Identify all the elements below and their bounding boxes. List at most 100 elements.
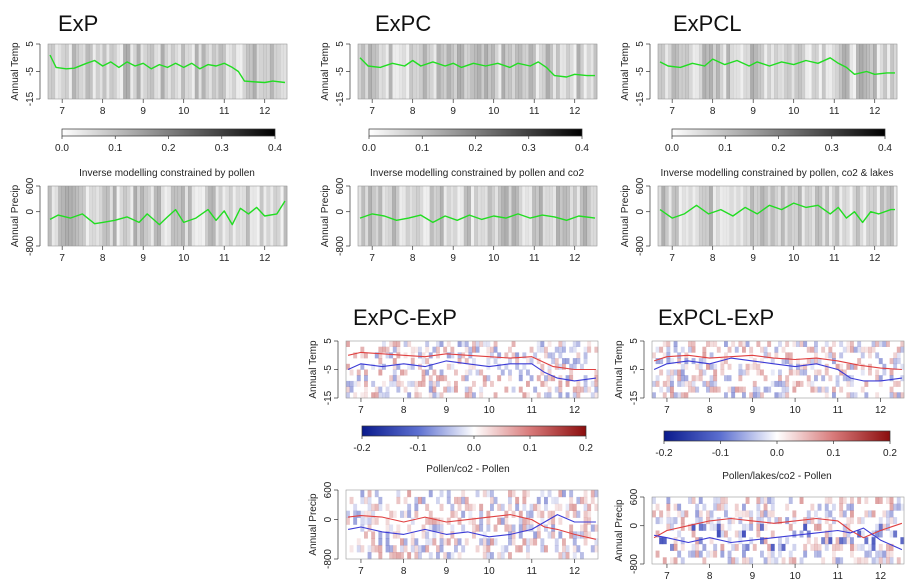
heatmap-cell: [778, 369, 782, 376]
heatmap-cell: [785, 386, 790, 393]
heatmap-cell: [796, 380, 800, 387]
heatmap-cell: [818, 44, 823, 99]
heatmap-cell: [446, 341, 451, 347]
heatmap-cell: [893, 503, 898, 511]
plot-frame: [357, 185, 598, 247]
x-tick-label: 9: [140, 253, 146, 264]
heatmap-cell: [727, 523, 732, 531]
heatmap-cell: [695, 386, 700, 393]
heatmap-cell: [889, 510, 894, 518]
heatmap-cell: [425, 538, 430, 546]
heatmap-cell: [814, 537, 818, 545]
heatmap-cell: [425, 358, 430, 365]
heatmap-cell: [808, 186, 812, 246]
heatmap-cell: [576, 510, 581, 518]
heatmap-cell: [364, 369, 368, 376]
heatmap-cell: [695, 375, 700, 382]
heatmap-cell: [727, 517, 732, 525]
heatmap-cell: [51, 186, 56, 246]
heatmap-cell: [590, 186, 594, 246]
heatmap-cell: [900, 363, 905, 370]
heatmap-cell: [371, 517, 376, 525]
heatmap-cell: [181, 186, 185, 246]
heatmap-cell: [811, 44, 816, 99]
heatmap-cell: [554, 496, 559, 505]
red-series-line: [348, 514, 597, 540]
heatmap-cell: [392, 346, 397, 353]
heatmap-cell: [713, 341, 718, 347]
x-tick-label: 9: [450, 253, 456, 264]
heatmap-cell: [280, 186, 284, 246]
heatmap-cell: [832, 341, 836, 347]
heatmap-cell: [504, 545, 509, 553]
heatmap-cell: [871, 537, 876, 545]
heatmap-cell: [515, 496, 520, 505]
heatmap-cell: [360, 510, 365, 518]
heatmap-cell: [360, 545, 365, 553]
heatmap-cell: [838, 44, 843, 99]
heatmap-cell: [414, 496, 419, 505]
heatmap-cell: [770, 380, 775, 387]
heatmap-cell: [421, 375, 426, 382]
heatmap-cell: [896, 380, 901, 387]
heatmap-cell: [167, 44, 172, 99]
heatmap-cell: [540, 545, 545, 553]
x-tick-label: 7: [358, 405, 364, 416]
heatmap-cell: [850, 346, 854, 353]
heatmap-cell: [472, 524, 476, 532]
heatmap-cell: [402, 186, 407, 246]
y-tick-label: 0: [335, 208, 346, 214]
colorbar-tick-label: 0.2: [883, 448, 897, 459]
x-tick-label: 9: [444, 405, 450, 416]
heatmap-cell: [878, 523, 883, 531]
heatmap-cell: [799, 530, 804, 538]
heatmap-cell: [385, 531, 390, 539]
heatmap-cell: [658, 186, 662, 246]
y-tick-label: 600: [335, 177, 346, 194]
heatmap-cell: [720, 503, 725, 511]
heatmap-cell: [566, 44, 570, 99]
heatmap-cell: [526, 517, 530, 525]
heatmap-cell: [738, 375, 743, 382]
heatmap-cell: [400, 552, 404, 560]
heatmap-cell: [749, 510, 754, 518]
heatmap-cell: [346, 341, 350, 347]
heatmap-cell: [385, 386, 390, 393]
heatmap-cell: [547, 341, 552, 347]
heatmap-cell: [522, 503, 527, 511]
heatmap-cell: [583, 538, 588, 546]
heatmap-cell: [518, 531, 523, 539]
heatmap-cell: [760, 44, 765, 99]
heatmap-cell: [698, 358, 703, 365]
heatmap-cell: [666, 386, 671, 393]
heatmap-cell: [102, 44, 107, 99]
x-tick-label: 8: [410, 253, 416, 264]
x-tick-label: 9: [450, 106, 456, 117]
heatmap-cell: [857, 543, 862, 551]
heatmap-cell: [883, 44, 888, 99]
heatmap-cell: [716, 523, 721, 531]
colorbar-tick-label: 0.3: [522, 143, 536, 154]
heatmap-cell: [356, 375, 361, 382]
heatmap-cell: [378, 392, 383, 399]
heatmap-cell: [787, 44, 792, 99]
y-axis-label: Annual Precip: [10, 184, 21, 247]
heatmap-cell: [746, 186, 751, 246]
heatmap-cell: [842, 510, 847, 518]
colorbar-tick-label: 0.1: [827, 448, 841, 459]
x-tick-label: 12: [869, 106, 881, 117]
heatmap-cell: [803, 543, 808, 551]
heatmap-cell: [126, 186, 131, 246]
heatmap-cell: [673, 341, 678, 347]
heatmap-cell: [828, 375, 833, 382]
heatmap-cell: [439, 369, 444, 376]
heatmap-cell: [432, 392, 437, 399]
heatmap-cell: [706, 363, 710, 370]
colorbar-tick-label: 0.0: [665, 143, 679, 154]
heatmap-cell: [583, 352, 588, 359]
heatmap-cell: [410, 380, 415, 387]
heatmap-cell: [360, 496, 365, 505]
heatmap-cell: [587, 510, 592, 518]
heatmap-cell: [580, 531, 584, 539]
